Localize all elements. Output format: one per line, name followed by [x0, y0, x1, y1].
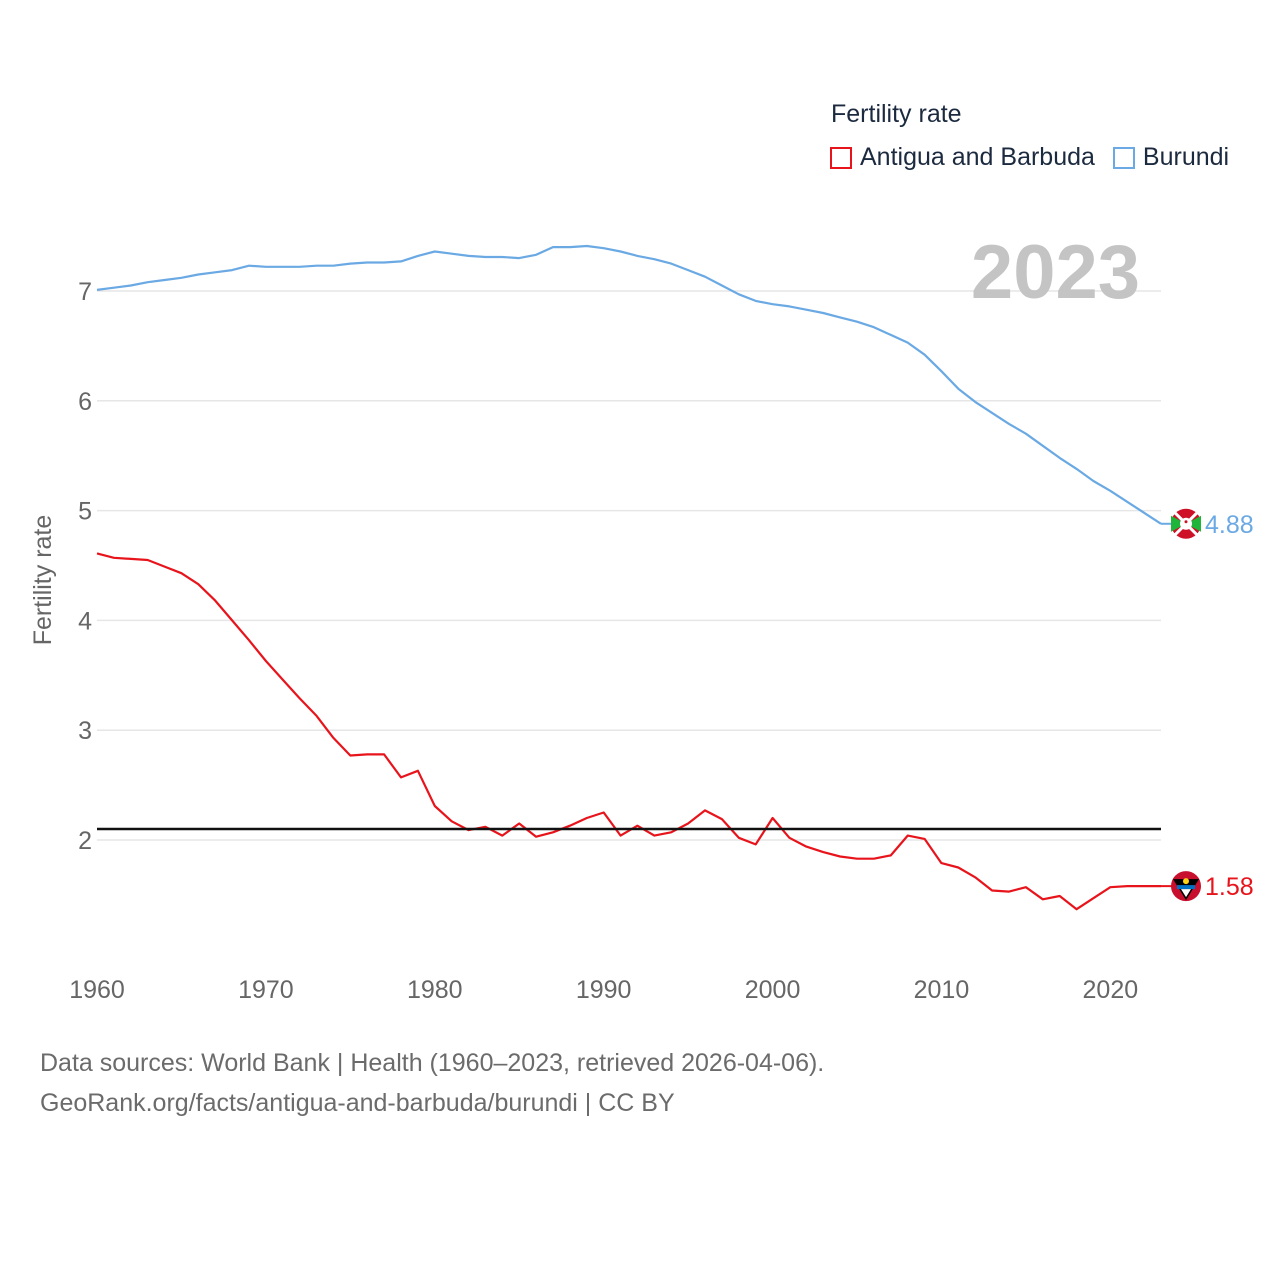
x-tick-1970: 1970	[238, 976, 294, 1004]
y-tick-4: 4	[78, 607, 92, 635]
x-tick-1960: 1960	[69, 976, 125, 1004]
end-value-label-0: 1.58	[1205, 873, 1254, 901]
series-line-burundi	[96, 244, 1162, 525]
flag-sun	[1183, 878, 1189, 885]
burundi-flag-icon	[1171, 508, 1201, 539]
gridlines	[97, 290, 1161, 841]
legend-title: Fertility rate	[831, 100, 962, 128]
x-tick-1980: 1980	[407, 976, 463, 1004]
y-tick-7: 7	[78, 278, 92, 306]
flag-white	[1181, 889, 1191, 898]
legend-label-burundi: Burundi	[1142, 143, 1230, 171]
flag-left	[1171, 515, 1186, 532]
x-tick-2010: 2010	[914, 976, 970, 1004]
flag-disc	[1180, 517, 1192, 530]
y-tick-6: 6	[78, 388, 92, 416]
series-lines	[96, 244, 1162, 911]
y-tick-labels: 2 3 4 5 6 7	[78, 278, 92, 855]
legend-label-antigua: Antigua and Barbuda	[860, 143, 1095, 171]
year-watermark: 2023	[971, 230, 1140, 315]
x-tick-labels: 1960 1970 1980 1990 2000 2010 2020	[69, 976, 1138, 1004]
x-tick-2000: 2000	[745, 976, 801, 1004]
y-axis-label: Fertility rate	[29, 515, 57, 646]
footer: Data sources: World Bank | Health (1960–…	[40, 1043, 824, 1123]
series-line-antigua-and-barbuda	[96, 552, 1161, 911]
flag-star	[1184, 520, 1188, 524]
legend-swatch-antigua	[830, 146, 852, 169]
y-tick-5: 5	[78, 498, 92, 526]
antigua-flag-icon	[1171, 871, 1201, 902]
legend-item-burundi[interactable]: Burundi	[1112, 143, 1230, 172]
flag-right	[1186, 515, 1201, 532]
footer-sources: Data sources: World Bank | Health (1960–…	[40, 1049, 825, 1077]
footer-link[interactable]: GeoRank.org/facts/antigua-and-barbuda/bu…	[40, 1089, 675, 1117]
y-tick-3: 3	[78, 717, 92, 745]
end-value-label-1: 4.88	[1205, 511, 1254, 539]
legend-swatch-burundi	[1112, 146, 1135, 169]
y-tick-2: 2	[78, 827, 92, 855]
end-markers: 1.58 4.88	[1161, 508, 1254, 902]
legend: Antigua and Barbuda Burundi	[830, 143, 1247, 172]
x-tick-2020: 2020	[1083, 976, 1139, 1004]
flag-band	[1177, 885, 1195, 890]
x-tick-1990: 1990	[576, 976, 632, 1004]
legend-item-antigua[interactable]: Antigua and Barbuda	[830, 143, 1095, 172]
